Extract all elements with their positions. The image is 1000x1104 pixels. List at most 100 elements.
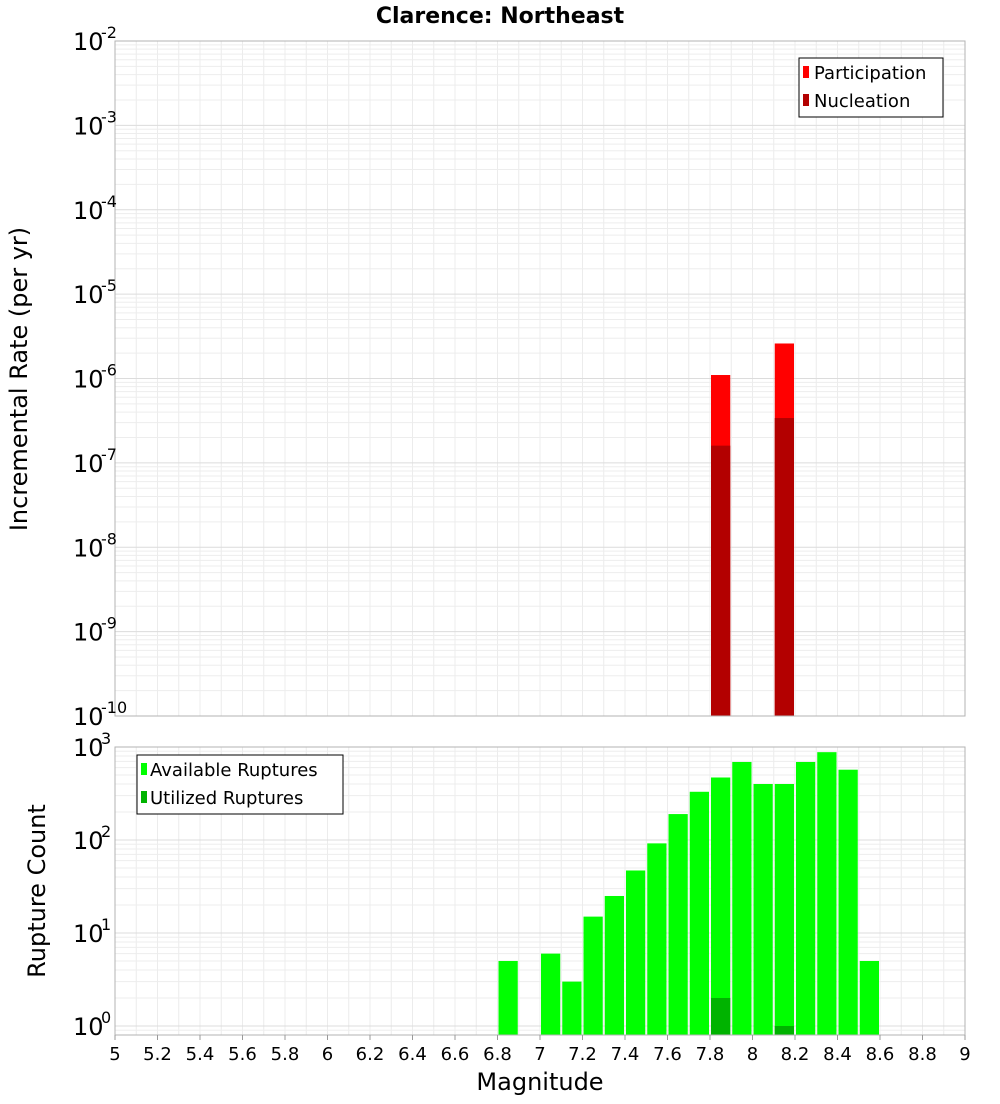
count-bar-available-ruptures	[689, 791, 709, 1035]
nucleation-legend-label: Nucleation	[814, 91, 910, 112]
rate-panel: 10-210-310-410-510-610-710-810-910-10 In…	[5, 23, 966, 731]
rate-gridlines	[115, 41, 965, 716]
count-y-tick-base: 10	[73, 1013, 104, 1041]
chart-title: Clarence: Northeast	[376, 4, 625, 29]
count-y-tick: 103	[73, 729, 111, 762]
rate-y-tick: 10-5	[73, 276, 117, 309]
x-tick-label: 8.8	[908, 1044, 937, 1065]
rate-y-tick-base: 10	[73, 112, 104, 140]
rate-y-tick-exp: -9	[101, 614, 117, 633]
count-legend-box	[136, 754, 344, 815]
nucleation-legend-swatch	[803, 94, 809, 106]
rate-y-tick-base: 10	[73, 703, 104, 731]
rate-y-tick: 10-8	[73, 529, 117, 562]
count-bar-available-ruptures	[647, 843, 667, 1035]
rate-y-axis-label: Incremental Rate (per yr)	[5, 227, 33, 531]
magnitude-x-ticks: 5 5.2 5.4 5.6 5.8 6 6.2 6.4 6.6 6.8 7 7.2 7.4 7.6 7.8 8…	[109, 1035, 971, 1065]
available-legend-swatch	[141, 763, 147, 775]
x-tick-label: 6.2	[356, 1044, 385, 1065]
count-bar-available-ruptures	[753, 784, 773, 1035]
rate-legend-box	[798, 57, 944, 118]
rate-y-tick-base: 10	[73, 534, 104, 562]
rate-y-tick: 10-7	[73, 445, 117, 478]
count-bar-available-ruptures	[604, 895, 624, 1035]
rate-legend: Participation Nucleation	[798, 57, 944, 118]
participation-legend-swatch	[803, 66, 809, 78]
rate-y-tick-exp: -7	[101, 445, 117, 464]
participation-legend-label: Participation	[814, 63, 926, 84]
count-y-tick-exp: 2	[101, 822, 111, 841]
count-y-tick-base: 10	[73, 827, 104, 855]
rate-y-tick: 10-9	[73, 614, 117, 647]
x-tick-label: 6.8	[483, 1044, 512, 1065]
count-y-tick-exp: 1	[101, 915, 111, 934]
x-tick-label: 8.4	[823, 1044, 852, 1065]
rate-y-tick-base: 10	[73, 197, 104, 225]
x-axis-label: Magnitude	[476, 1068, 603, 1096]
x-tick-label: 5	[109, 1044, 120, 1065]
available-legend-label: Available Ruptures	[150, 760, 318, 781]
x-tick-label: 5.6	[228, 1044, 257, 1065]
count-y-tick: 102	[73, 822, 111, 855]
count-y-tick: 101	[73, 915, 111, 948]
count-bar-available-ruptures	[583, 916, 603, 1035]
rate-bar-nucleation	[711, 445, 731, 716]
rate-y-tick: 10-4	[73, 192, 117, 225]
count-y-axis-label: Rupture Count	[23, 804, 51, 978]
rate-y-tick-exp: -4	[101, 192, 117, 211]
x-tick-label: 7.8	[696, 1044, 725, 1065]
x-tick-label: 8.2	[781, 1044, 810, 1065]
count-y-tick-base: 10	[73, 734, 104, 762]
rate-y-tick-base: 10	[73, 450, 104, 478]
rate-plot-frame	[114, 40, 966, 717]
count-bar-available-ruptures	[838, 769, 858, 1035]
count-bar-available-ruptures	[541, 953, 561, 1035]
x-tick-label: 8	[747, 1044, 758, 1065]
x-tick-label: 7	[534, 1044, 545, 1065]
utilized-legend-label: Utilized Ruptures	[150, 788, 303, 809]
count-bar-available-ruptures	[732, 761, 752, 1035]
x-tick-label: 7.4	[611, 1044, 640, 1065]
rate-y-tick-base: 10	[73, 366, 104, 394]
count-bar-utilized-ruptures	[774, 1025, 794, 1035]
count-y-tick: 100	[73, 1008, 111, 1041]
x-tick-label: 5.8	[271, 1044, 300, 1065]
rate-y-tick: 10-2	[73, 23, 117, 56]
rate-y-tick-exp: -5	[101, 276, 117, 295]
rate-y-tick-exp: -8	[101, 529, 117, 548]
count-bar-available-ruptures	[774, 784, 794, 1035]
rate-bar-nucleation	[774, 418, 794, 716]
utilized-legend-swatch	[141, 791, 147, 803]
x-tick-label: 6.4	[398, 1044, 427, 1065]
count-bar-utilized-ruptures	[711, 997, 731, 1035]
rate-y-tick-exp: -6	[101, 361, 117, 380]
count-bar-available-ruptures	[711, 777, 731, 1035]
rate-y-tick-base: 10	[73, 619, 104, 647]
count-bar-available-ruptures	[796, 761, 816, 1035]
count-y-tick-exp: 0	[101, 1008, 111, 1027]
count-bars	[498, 752, 879, 1035]
count-bar-available-ruptures	[817, 752, 837, 1035]
rate-y-tick: 10-10	[73, 698, 127, 731]
rate-y-tick: 10-6	[73, 361, 117, 394]
rate-y-tick-base: 10	[73, 28, 104, 56]
rate-y-tick-exp: -3	[101, 107, 117, 126]
count-legend: Available Ruptures Utilized Ruptures	[136, 754, 344, 815]
rate-y-ticks: 10-210-310-410-510-610-710-810-910-10	[73, 23, 127, 731]
count-bar-available-ruptures	[562, 981, 582, 1035]
x-tick-label: 6	[322, 1044, 333, 1065]
count-bar-available-ruptures	[859, 960, 879, 1035]
count-bar-available-ruptures	[498, 960, 518, 1035]
x-tick-label: 7.6	[653, 1044, 682, 1065]
count-y-tick-base: 10	[73, 920, 104, 948]
x-tick-label: 8.6	[866, 1044, 895, 1065]
rate-y-tick-exp: -2	[101, 23, 117, 42]
x-tick-label: 7.2	[568, 1044, 597, 1065]
x-tick-label: 5.2	[143, 1044, 172, 1065]
rate-y-tick-base: 10	[73, 281, 104, 309]
rate-bars	[711, 343, 794, 716]
count-bar-available-ruptures	[668, 814, 688, 1035]
